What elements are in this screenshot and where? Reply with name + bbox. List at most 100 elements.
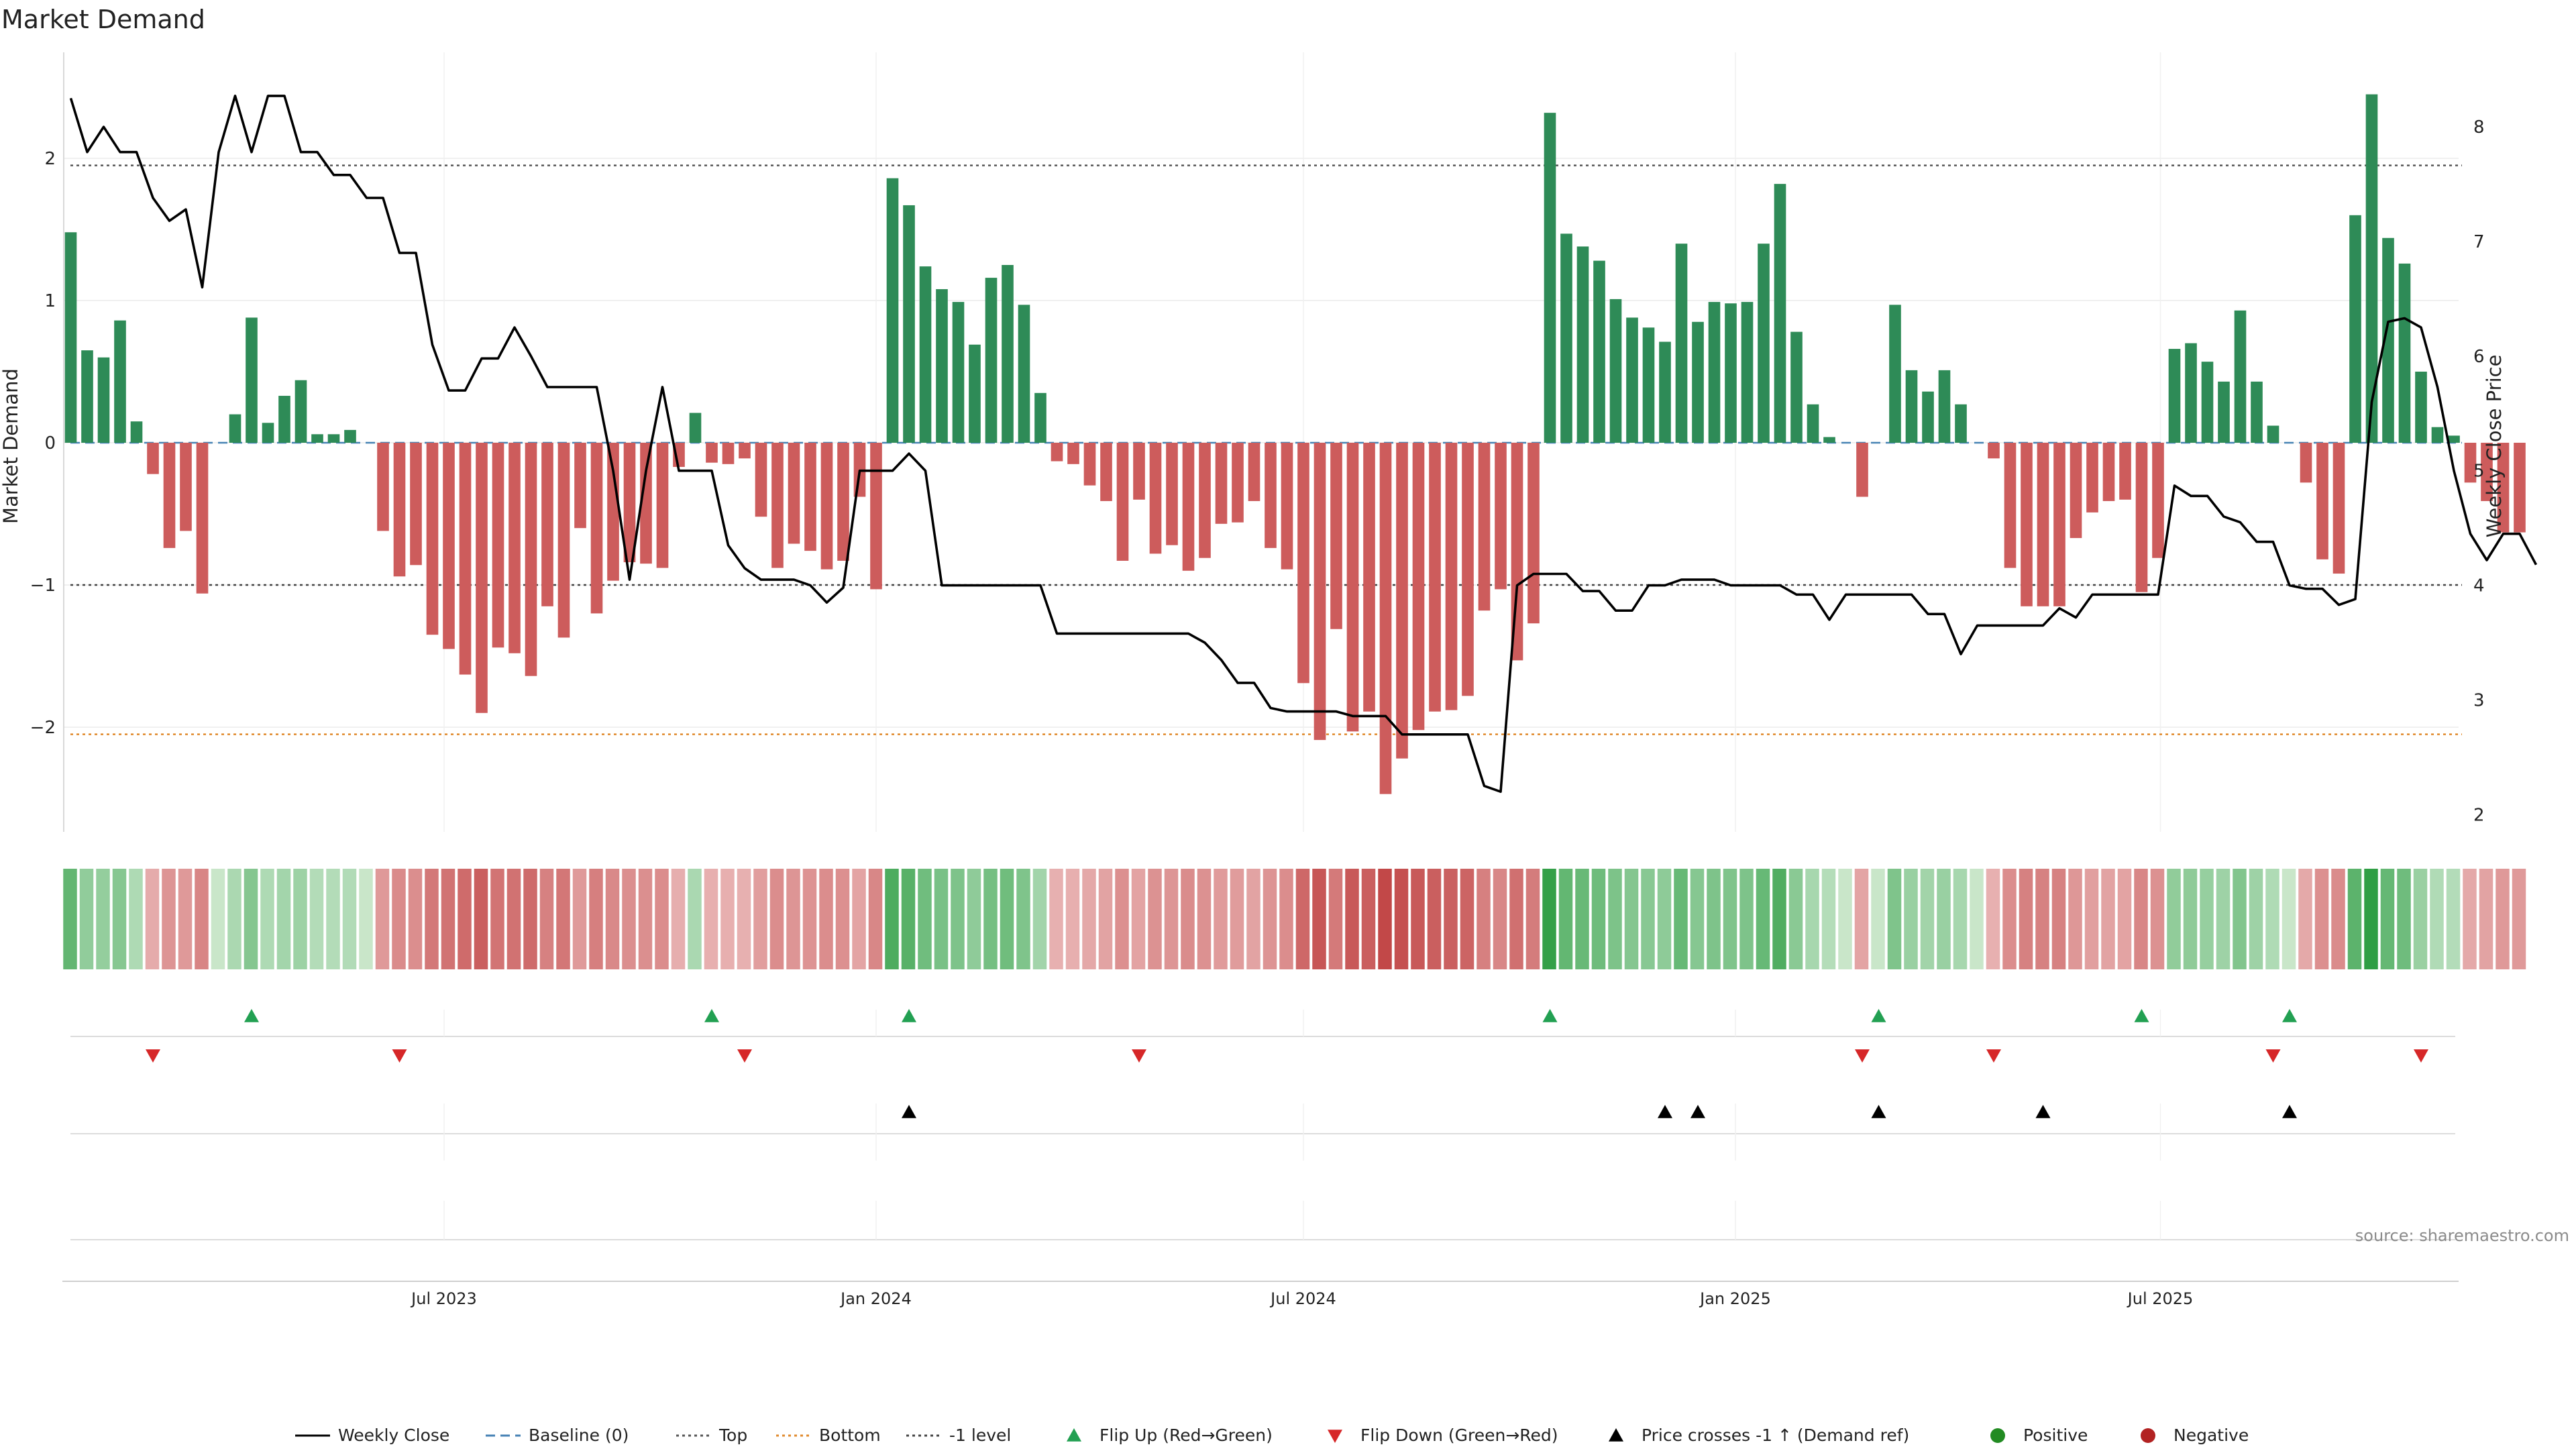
heat-cell bbox=[1887, 869, 1902, 969]
demand-bar bbox=[1593, 260, 1605, 443]
demand-bar bbox=[1576, 246, 1589, 443]
demand-bar bbox=[2316, 443, 2328, 559]
heat-cell bbox=[539, 869, 554, 969]
legend-label: Negative bbox=[2174, 1426, 2249, 1445]
heat-cell bbox=[227, 869, 241, 969]
right-tick-label: 7 bbox=[2473, 232, 2485, 252]
heat-cell bbox=[1361, 869, 1376, 969]
heat-cell bbox=[737, 869, 751, 969]
heat-cell bbox=[1854, 869, 1869, 969]
demand-bar bbox=[2415, 372, 2427, 443]
legend-item: Flip Down (Green→Red) bbox=[1328, 1426, 1558, 1445]
heat-cell bbox=[1657, 869, 1672, 969]
demand-bar bbox=[311, 434, 323, 443]
demand-bar bbox=[2332, 443, 2345, 574]
heat-cell bbox=[1493, 869, 1507, 969]
heat-cell bbox=[1920, 869, 1935, 969]
demand-bar bbox=[1511, 443, 1523, 661]
heat-cell bbox=[1164, 869, 1179, 969]
flip-up-marker bbox=[2134, 1009, 2149, 1022]
legend-item: Price crosses -1 ↑ (Demand ref) bbox=[1609, 1426, 1909, 1445]
demand-bar bbox=[1692, 321, 1704, 443]
demand-bar bbox=[2021, 443, 2033, 606]
demand-bar bbox=[1346, 443, 1359, 732]
demand-bar bbox=[952, 302, 965, 443]
demand-bar bbox=[656, 443, 669, 568]
demand-bar bbox=[936, 289, 948, 443]
demand-bar bbox=[607, 443, 619, 581]
heat-cell bbox=[2265, 869, 2279, 969]
price-cross-marker bbox=[902, 1105, 916, 1118]
heat-cell bbox=[2430, 869, 2444, 969]
demand-bar bbox=[623, 443, 636, 563]
demand-bar bbox=[410, 443, 422, 566]
price-cross-marker bbox=[2035, 1105, 2051, 1118]
demand-bar bbox=[837, 443, 849, 561]
legend-label: Bottom bbox=[819, 1426, 881, 1445]
heat-cell bbox=[2249, 869, 2263, 969]
demand-bar bbox=[2053, 443, 2065, 606]
demand-bar bbox=[1889, 305, 1901, 443]
heat-cell bbox=[1214, 869, 1228, 969]
demand-bar bbox=[886, 178, 899, 443]
demand-bar bbox=[377, 443, 389, 531]
legend-label: Positive bbox=[2023, 1426, 2088, 1445]
demand-bar bbox=[1297, 443, 1309, 684]
demand-bar bbox=[2152, 443, 2164, 558]
heat-cell bbox=[79, 869, 94, 969]
heat-cell bbox=[1838, 869, 1852, 969]
flip-up-marker bbox=[1871, 1009, 1886, 1022]
demand-bar bbox=[2251, 381, 2263, 443]
demand-bar bbox=[508, 443, 521, 653]
heat-cell bbox=[2035, 869, 2049, 969]
heat-cell bbox=[474, 869, 488, 969]
demand-bar bbox=[1741, 302, 1754, 443]
demand-bar bbox=[1363, 443, 1375, 712]
demand-bar bbox=[1133, 443, 1145, 500]
demand-bar bbox=[557, 443, 570, 638]
heat-cell bbox=[129, 869, 143, 969]
heat-cell bbox=[309, 869, 324, 969]
heat-cell bbox=[1148, 869, 1162, 969]
demand-bar bbox=[969, 344, 981, 443]
heat-cell bbox=[556, 869, 570, 969]
heat-cell bbox=[1674, 869, 1688, 969]
demand-bar bbox=[1199, 443, 1211, 558]
heat-cell bbox=[901, 869, 916, 969]
heat-cell bbox=[967, 869, 981, 969]
heat-cell bbox=[1805, 869, 1819, 969]
heat-cell bbox=[1345, 869, 1359, 969]
heat-cell bbox=[1427, 869, 1442, 969]
heat-cell bbox=[63, 869, 77, 969]
heat-cell bbox=[1575, 869, 1589, 969]
heat-cell bbox=[342, 869, 357, 969]
left-tick-label: −2 bbox=[30, 718, 56, 738]
heat-cell bbox=[655, 869, 669, 969]
demand-bar bbox=[1560, 233, 1572, 443]
demand-bar bbox=[2234, 310, 2247, 443]
heat-cell bbox=[1772, 869, 1786, 969]
heat-cell bbox=[934, 869, 949, 969]
heat-cell bbox=[1230, 869, 1244, 969]
heat-cell bbox=[786, 869, 800, 969]
legend-label: -1 level bbox=[949, 1426, 1011, 1445]
demand-bar bbox=[1905, 370, 1918, 443]
price-cross-marker bbox=[1690, 1105, 1705, 1118]
heat-cell bbox=[1904, 869, 1918, 969]
demand-bar bbox=[2168, 349, 2181, 443]
heat-cell bbox=[1624, 869, 1639, 969]
flip-up-markers bbox=[244, 1009, 2297, 1022]
heat-cell bbox=[2183, 869, 2198, 969]
demand-bar bbox=[1116, 443, 1129, 561]
heat-cell bbox=[1986, 869, 2000, 969]
demand-bar bbox=[1313, 443, 1326, 741]
event-panel-gridlines bbox=[70, 1010, 2455, 1240]
demand-bar bbox=[196, 443, 209, 594]
heat-cell bbox=[1542, 869, 1556, 969]
source-note: source: sharemaestro.com bbox=[2355, 1226, 2569, 1245]
heat-cell bbox=[2117, 869, 2132, 969]
heat-cell bbox=[868, 869, 883, 969]
demand-bar bbox=[1478, 443, 1491, 611]
demand-bar bbox=[739, 443, 751, 459]
flip-up-marker bbox=[704, 1009, 719, 1022]
